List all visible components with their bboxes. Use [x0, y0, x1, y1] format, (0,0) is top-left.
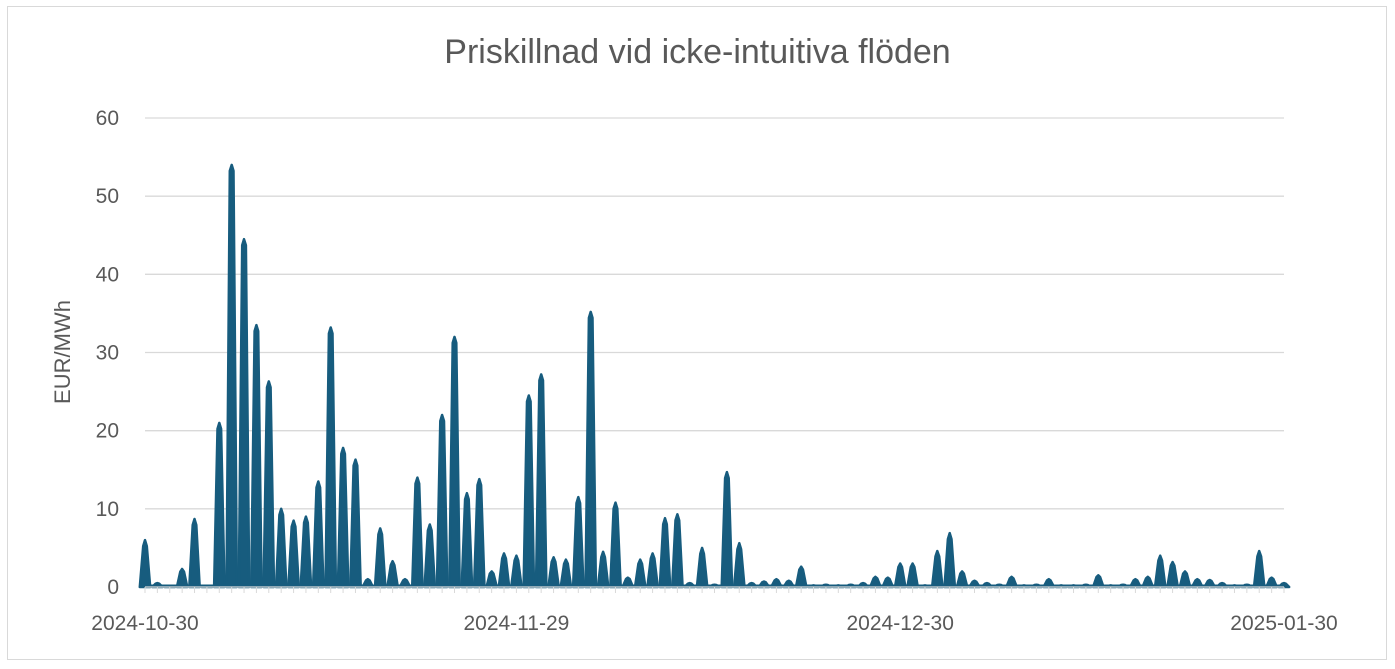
data-spike	[571, 495, 585, 589]
data-spike	[237, 237, 251, 589]
data-spike	[324, 326, 338, 589]
data-spike	[943, 531, 957, 589]
data-spike	[460, 491, 474, 589]
data-spike	[212, 421, 226, 589]
data-spike	[472, 477, 486, 589]
data-spike	[794, 565, 808, 589]
y-tick-label: 0	[107, 576, 119, 599]
data-spike	[423, 523, 437, 589]
data-spike	[930, 549, 944, 589]
data-spike	[287, 519, 301, 589]
data-spike	[1166, 560, 1180, 589]
data-spike	[658, 516, 672, 589]
gridlines	[145, 117, 1284, 510]
data-spike	[497, 552, 511, 589]
data-spike	[1252, 549, 1266, 589]
data-spike	[695, 546, 709, 589]
data-spike	[386, 559, 400, 589]
data-spike	[633, 558, 647, 589]
data-spike	[336, 446, 350, 589]
data-spike	[188, 517, 201, 589]
x-tick-label: 2025-01-30	[1230, 612, 1337, 635]
x-tick-label: 2024-11-29	[463, 612, 569, 635]
y-tick-label: 10	[96, 498, 119, 521]
data-spike	[299, 515, 313, 589]
data-spike	[262, 380, 276, 589]
data-spike	[559, 558, 573, 589]
data-spike	[435, 413, 449, 589]
x-axis	[144, 586, 1285, 593]
x-tick-labels: 2024-10-30 2024-11-29 2024-12-30 2025-01-30	[91, 612, 1337, 635]
y-tick-label: 30	[96, 342, 119, 365]
data-spike	[448, 335, 461, 589]
data-spike	[138, 538, 152, 589]
x-tick-label: 2024-10-30	[91, 612, 198, 635]
x-tick-label: 2024-12-30	[846, 612, 953, 635]
y-tick-label: 60	[96, 107, 119, 130]
data-spike	[349, 458, 362, 589]
data-spike	[534, 373, 548, 589]
data-spike	[720, 470, 734, 589]
data-spike	[596, 550, 610, 589]
y-tick-labels: 0 10 20 30 40 50 60	[96, 107, 119, 599]
data-spike	[522, 394, 536, 589]
data-spike	[225, 163, 239, 589]
data-spike	[732, 541, 746, 589]
data-spike	[547, 556, 561, 589]
y-tick-label: 40	[96, 263, 119, 286]
data-spike	[175, 567, 189, 589]
data-spike	[249, 323, 263, 589]
y-tick-label: 20	[96, 420, 119, 443]
series-area	[138, 163, 1291, 589]
chart-title: Priskillnad vid icke-intuitiva flöden	[444, 33, 951, 71]
data-spike	[1153, 554, 1167, 589]
y-tick-label: 50	[96, 185, 119, 208]
data-spike	[584, 310, 598, 589]
data-spike	[509, 554, 523, 589]
data-spike	[646, 552, 660, 589]
data-spike	[893, 562, 907, 589]
data-spike	[410, 476, 424, 589]
data-spike	[670, 513, 684, 589]
data-spike	[311, 480, 325, 589]
data-spike	[373, 527, 387, 589]
data-spike	[274, 507, 288, 589]
data-spike	[906, 562, 920, 589]
data-spike	[609, 501, 622, 589]
